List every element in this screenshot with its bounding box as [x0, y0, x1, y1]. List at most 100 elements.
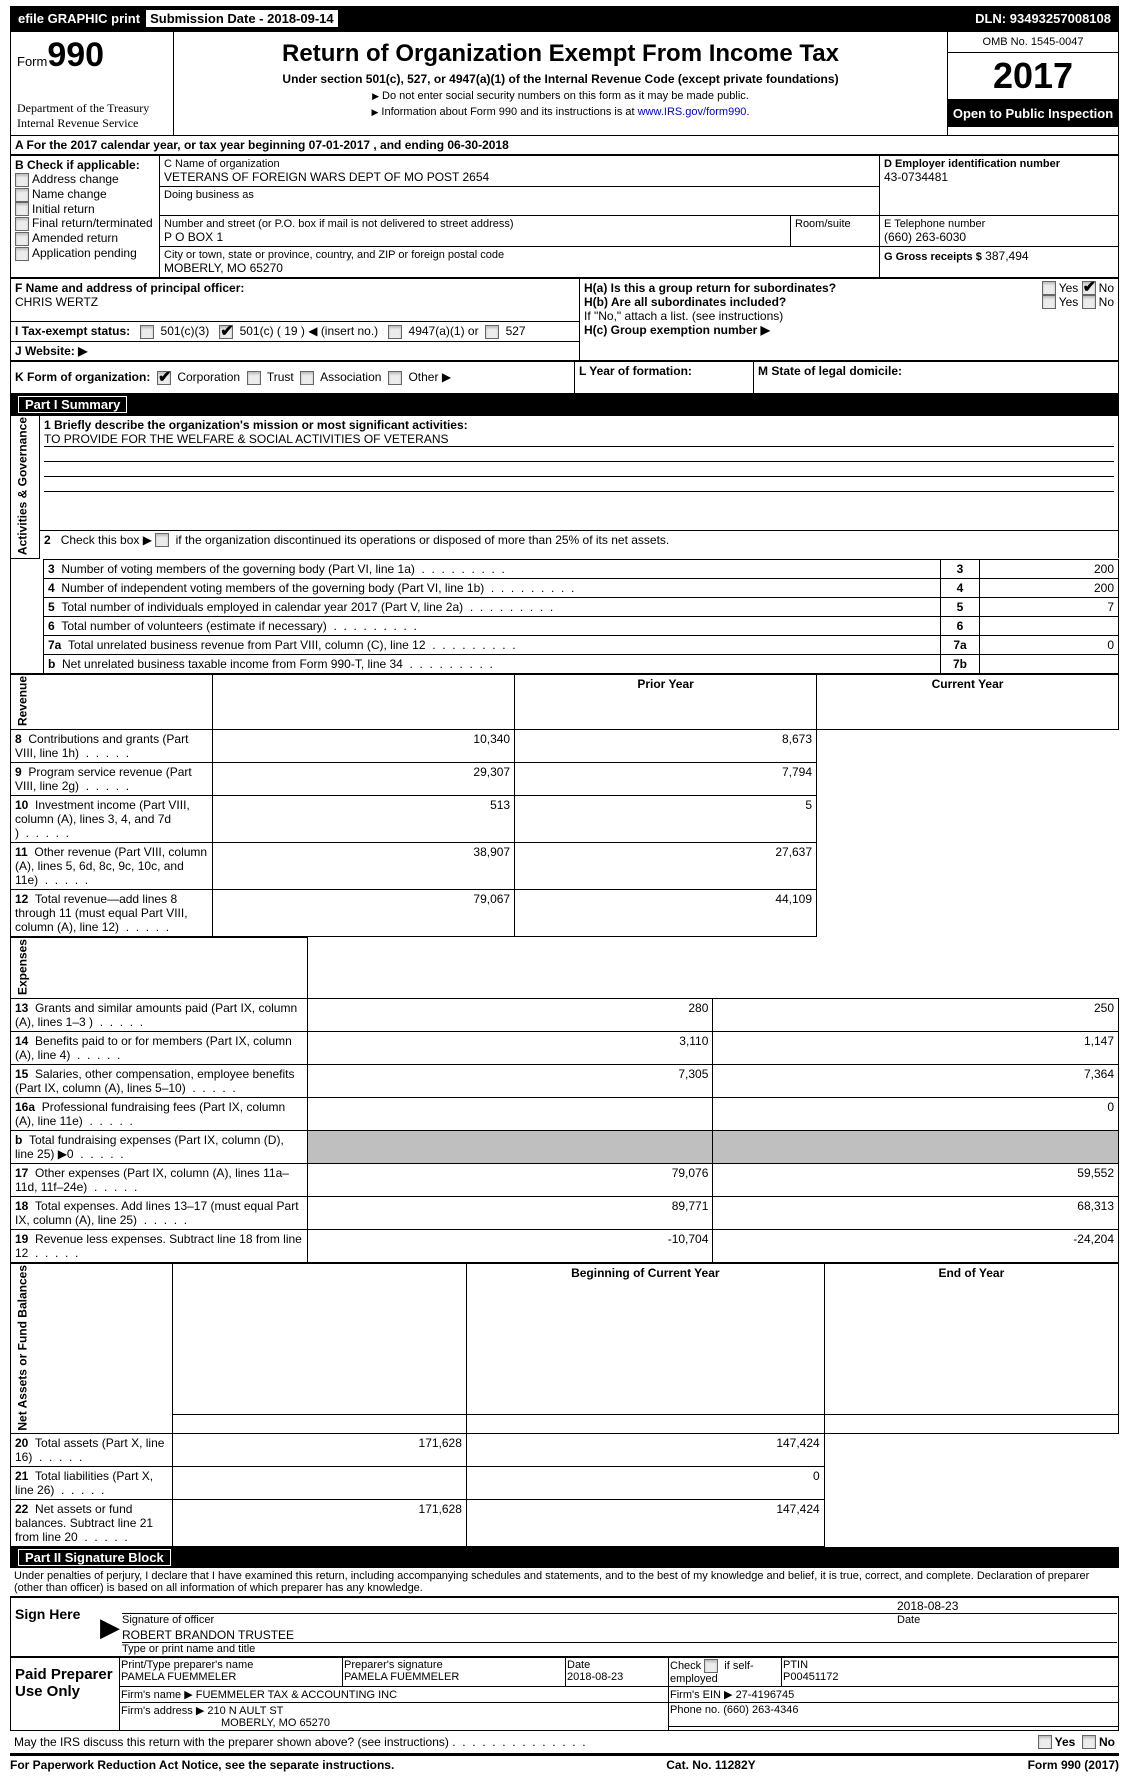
form-number: 990	[47, 36, 104, 74]
org-name: VETERANS OF FOREIGN WARS DEPT OF MO POST…	[164, 170, 875, 184]
part1-header: Part I Summary	[10, 394, 1119, 415]
chk-ha-yes[interactable]	[1042, 281, 1056, 295]
firm-name: FUEMMELER TAX & ACCOUNTING INC	[196, 1689, 397, 1701]
chk-hb-yes[interactable]	[1042, 295, 1056, 309]
discuss-no: No	[1099, 1735, 1115, 1749]
ssn-note: Do not enter social security numbers on …	[180, 90, 941, 102]
chk-501c3[interactable]	[140, 325, 154, 339]
side-expenses: Expenses	[11, 937, 308, 998]
chk-name-change[interactable]	[15, 188, 29, 202]
k-opt-1: Trust	[267, 370, 294, 384]
irs-label: Internal Revenue Service	[17, 116, 167, 131]
chk-self-emp[interactable]	[704, 1659, 718, 1673]
side-net: Net Assets or Fund Balances	[11, 1263, 173, 1434]
chk-other[interactable]	[388, 371, 402, 385]
perjury-text: Under penalties of perjury, I declare th…	[10, 1568, 1119, 1597]
firm-ein-label: Firm's EIN ▶	[670, 1689, 733, 1701]
chk-line2[interactable]	[155, 533, 169, 547]
chk-4947[interactable]	[388, 325, 402, 339]
mission-text: TO PROVIDE FOR THE WELFARE & SOCIAL ACTI…	[44, 432, 1114, 447]
chk-assoc[interactable]	[300, 371, 314, 385]
summary-row: 9 Program service revenue (Part VIII, li…	[11, 762, 1119, 795]
ptin-label: PTIN	[783, 1659, 1117, 1671]
dba-label: Doing business as	[164, 189, 875, 201]
firm-addr1: 210 N AULT ST	[207, 1705, 283, 1717]
header-left: Form990 Department of the Treasury Inter…	[11, 32, 174, 135]
gross-receipts: 387,494	[985, 249, 1028, 263]
chk-amended[interactable]	[15, 232, 29, 246]
summary-row: 12 Total revenue—add lines 8 through 11 …	[11, 889, 1119, 936]
chk-501c[interactable]	[219, 325, 233, 339]
chk-hb-no[interactable]	[1082, 295, 1096, 309]
m-label: M State of legal domicile:	[758, 364, 902, 378]
hc-label: H(c) Group exemption number ▶	[584, 323, 1114, 337]
chk-initial-return[interactable]	[15, 202, 29, 216]
top-bar: efile GRAPHIC print Submission Date - 20…	[10, 6, 1119, 31]
form-990-page: efile GRAPHIC print Submission Date - 20…	[0, 0, 1129, 1778]
l-label: L Year of formation:	[579, 364, 692, 378]
summary-row: 21 Total liabilities (Part X, line 26) .…	[11, 1467, 1119, 1500]
firm-name-label: Firm's name ▶	[121, 1689, 193, 1701]
d-label: D Employer identification number	[884, 158, 1114, 170]
form-title: Return of Organization Exempt From Incom…	[180, 40, 941, 68]
col-prior: Prior Year	[515, 674, 817, 729]
summary-row: 11 Other revenue (Part VIII, column (A),…	[11, 842, 1119, 889]
paperwork-notice: For Paperwork Reduction Act Notice, see …	[10, 1758, 394, 1772]
instructions-note: Information about Form 990 and its instr…	[180, 106, 941, 118]
chk-app-pending[interactable]	[15, 247, 29, 261]
instructions-link[interactable]: www.IRS.gov/form990	[638, 106, 747, 118]
section-b-to-g: B Check if applicable: Address change Na…	[10, 155, 1119, 278]
hb-label: H(b) Are all subordinates included?	[584, 295, 1042, 309]
revenue-header-row: Revenue Prior Year Current Year 8 Contri…	[10, 674, 1119, 937]
chk-address-change[interactable]	[15, 173, 29, 187]
efile-label: efile GRAPHIC print	[18, 11, 140, 26]
ha-yes: Yes	[1059, 281, 1079, 295]
form-subtitle: Under section 501(c), 527, or 4947(a)(1)…	[180, 72, 941, 86]
dln: DLN: 93493257008108	[975, 11, 1111, 26]
gov-row: 5 Total number of individuals employed i…	[11, 597, 1119, 616]
i-opt-0: 501(c)(3)	[161, 324, 210, 338]
firm-addr-label: Firm's address ▶	[121, 1705, 204, 1717]
name-title-label: Type or print name and title	[122, 1643, 1117, 1655]
prep-name: PAMELA FUEMMELER	[121, 1671, 341, 1683]
chk-527[interactable]	[485, 325, 499, 339]
gov-row: 4 Number of independent voting members o…	[11, 578, 1119, 597]
gov-row: b Net unrelated business taxable income …	[11, 654, 1119, 673]
chk-trust[interactable]	[247, 371, 261, 385]
prep-date-label: Date	[567, 1659, 667, 1671]
summary-row: 20 Total assets (Part X, line 16) . . . …	[11, 1434, 1119, 1467]
summary-row: 15 Salaries, other compensation, employe…	[11, 1064, 1119, 1097]
summary-activities: Activities & Governance 1 Briefly descri…	[10, 415, 1119, 559]
summary-row: 16a Professional fundraising fees (Part …	[11, 1097, 1119, 1130]
form-prefix: Form	[17, 54, 47, 69]
section-k-l-m: K Form of organization: Corporation Trus…	[10, 361, 1119, 394]
gov-rows: 3 Number of voting members of the govern…	[10, 559, 1119, 674]
ein-value: 43-0734481	[884, 170, 1114, 184]
sig-officer-label: Signature of officer	[122, 1614, 897, 1626]
chk-ha-no[interactable]	[1082, 281, 1096, 295]
l1-label: 1 Briefly describe the organization's mi…	[44, 418, 1114, 432]
submission-date-box: Submission Date - 2018-09-14	[146, 10, 338, 27]
summary-row: b Total fundraising expenses (Part IX, c…	[11, 1130, 1119, 1163]
e-label: E Telephone number	[884, 218, 1114, 230]
date-label: Date	[897, 1614, 1117, 1626]
gov-row: 6 Total number of volunteers (estimate i…	[11, 616, 1119, 635]
c-name-label: C Name of organization	[164, 158, 875, 170]
open-to-public: Open to Public Inspection	[948, 100, 1118, 127]
part2-header: Part II Signature Block	[10, 1547, 1119, 1568]
side-revenue: Revenue	[11, 674, 213, 729]
header-center: Return of Organization Exempt From Incom…	[174, 32, 948, 135]
b-opt-3: Final return/terminated	[32, 216, 153, 230]
summary-row: 8 Contributions and grants (Part VIII, l…	[11, 729, 1119, 762]
chk-discuss-yes[interactable]	[1038, 1735, 1052, 1749]
summary-row: 18 Total expenses. Add lines 13–17 (must…	[11, 1196, 1119, 1229]
section-a-header: A For the 2017 calendar year, or tax yea…	[10, 136, 1119, 155]
firm-addr2: MOBERLY, MO 65270	[121, 1717, 667, 1729]
chk-discuss-no[interactable]	[1082, 1735, 1096, 1749]
k-opt-0: Corporation	[177, 370, 240, 384]
chk-final-return[interactable]	[15, 217, 29, 231]
addr-label: Number and street (or P.O. box if mail i…	[164, 218, 786, 230]
net-assets-table: Net Assets or Fund Balances Beginning of…	[10, 1263, 1119, 1548]
chk-corp[interactable]	[157, 371, 171, 385]
dept-treasury: Department of the Treasury	[17, 101, 167, 116]
